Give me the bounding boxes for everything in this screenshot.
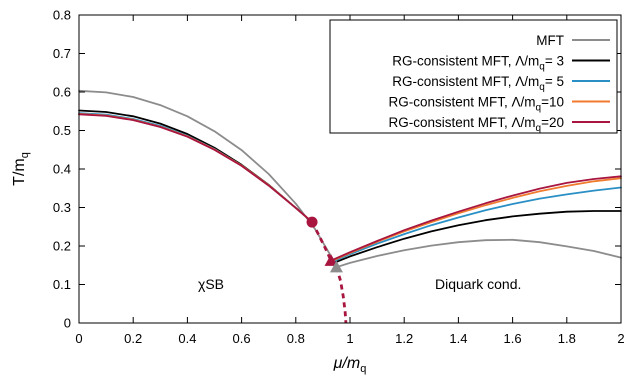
legend-label-main: RG-consistent MFT, Λ/m (388, 95, 535, 110)
y-tick-label: 0.6 (53, 85, 71, 100)
y-axis-ticks: 0 0.1 0.2 0.3 0.4 0.5 0.6 0.7 0.8 (53, 8, 621, 331)
series-line-0-segment-0 (78, 89, 338, 267)
series-line-3-segment-0 (78, 113, 314, 224)
legend-label-2: RG-consistent MFT, Λ/mq= 5 (392, 74, 564, 93)
triple-point-marker-1 (324, 254, 338, 266)
legend-label-0: MFT (536, 33, 564, 48)
legend-label-sub: q (536, 123, 542, 134)
annotation-chiral: χSB (198, 276, 224, 292)
series-line-0-segment-1 (335, 238, 622, 269)
series-line-1-segment-1 (330, 210, 622, 266)
triple-point-marker-2 (329, 260, 343, 273)
x-tick-label: 0.4 (178, 331, 196, 346)
dashed-phase-boundary-0 (310, 221, 333, 262)
x-axis-label-sub: q (360, 363, 366, 375)
plot-lines (78, 89, 622, 324)
legend-label-main: RG-consistent MFT, Λ/m (388, 115, 535, 130)
series-line-2-segment-0 (78, 112, 314, 224)
legend-label-4: RG-consistent MFT, Λ/mq=20 (388, 115, 564, 134)
y-axis-label: T/mq (11, 152, 31, 186)
legend-label-sub: q (539, 82, 545, 93)
series-line-4-segment-0 (78, 113, 314, 224)
y-tick-label: 0.3 (53, 200, 71, 215)
x-axis-label-main: μ/m (333, 355, 361, 372)
legend-label-sub: q (536, 103, 542, 114)
series-line-1-segment-0 (78, 109, 314, 224)
annotation-diquark: Diquark cond. (435, 276, 521, 292)
y-axis-label-sub: q (19, 152, 31, 158)
critical-point-marker (306, 216, 318, 228)
y-tick-label: 0.4 (53, 162, 71, 177)
x-tick-label: 1 (346, 331, 353, 346)
legend-label-1: RG-consistent MFT, Λ/mq= 3 (392, 54, 564, 73)
legend-label-tail: =10 (541, 95, 564, 110)
x-tick-label: 0.2 (124, 331, 142, 346)
x-tick-label: 1.6 (504, 331, 522, 346)
series-line-2-segment-1 (330, 186, 622, 264)
legend-label-tail: = 5 (545, 74, 564, 89)
legend-box (329, 19, 618, 134)
dashed-phase-boundary-1 (335, 266, 348, 324)
x-tick-label: 0.6 (233, 331, 251, 346)
legend-label-main: MFT (536, 33, 564, 48)
legend-label-3: RG-consistent MFT, Λ/mq=10 (388, 95, 564, 114)
x-tick-label: 0.8 (287, 331, 305, 346)
y-tick-label: 0.5 (53, 123, 71, 138)
legend-label-tail: =20 (541, 115, 564, 130)
x-axis-label: μ/mq (333, 355, 367, 375)
series-line-4-segment-1 (330, 175, 622, 262)
x-tick-label: 0 (75, 331, 82, 346)
plot-markers (306, 216, 343, 273)
y-tick-label: 0.2 (53, 239, 71, 254)
x-axis-ticks: 0 0.2 0.4 0.6 0.8 1 1.2 1.4 1.6 1.8 2 (75, 15, 625, 346)
y-tick-label: 0.8 (53, 8, 71, 23)
y-tick-label: 0.1 (53, 277, 71, 292)
legend-label-sub: q (539, 62, 545, 73)
x-tick-label: 1.8 (558, 331, 576, 346)
legend-label-main: RG-consistent MFT, Λ/m (392, 54, 539, 69)
legend-label-main: RG-consistent MFT, Λ/m (392, 74, 539, 89)
y-axis-label-main: T/m (11, 158, 28, 186)
x-tick-label: 2 (617, 331, 624, 346)
y-tick-label: 0.7 (53, 46, 71, 61)
x-tick-label: 1.4 (449, 331, 467, 346)
legend-label-tail: = 3 (545, 54, 564, 69)
x-tick-label: 1.2 (395, 331, 413, 346)
y-tick-label: 0 (64, 316, 71, 331)
